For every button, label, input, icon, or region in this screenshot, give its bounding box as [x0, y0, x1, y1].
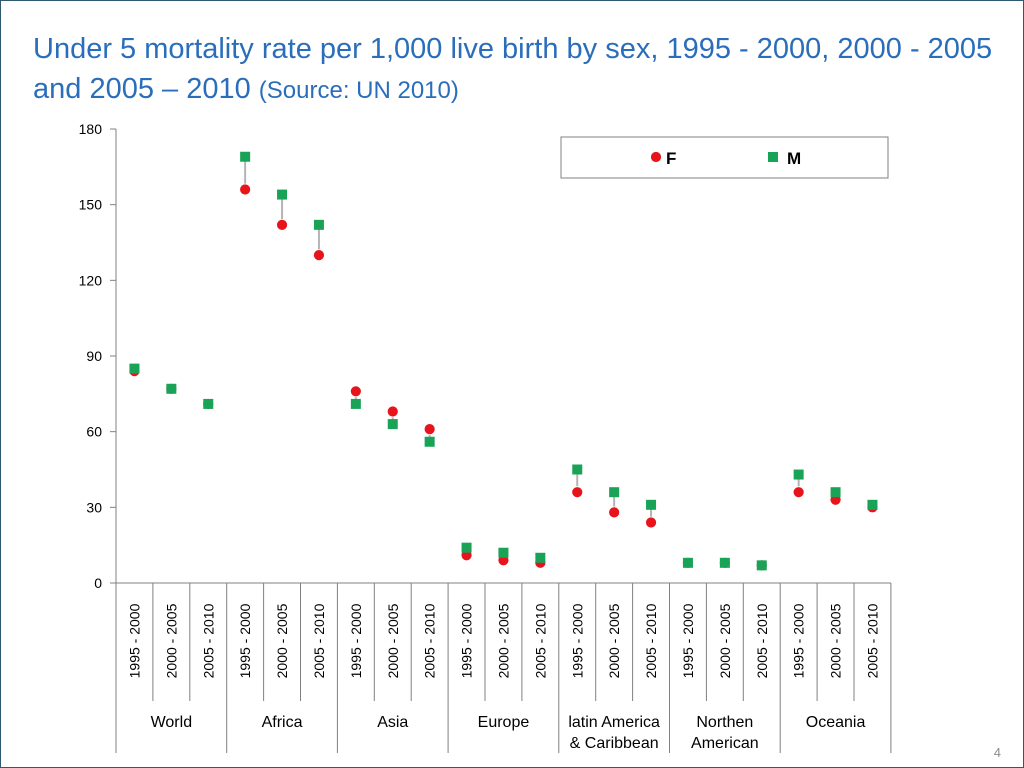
x-tick-label: 2005 - 2010: [311, 603, 327, 678]
x-tick-label: 2000 - 2005: [495, 603, 511, 678]
page-number: 4: [993, 745, 1001, 760]
data-point-male: [387, 419, 398, 430]
y-tick-label: 150: [79, 197, 103, 213]
legend-female-marker: [650, 151, 662, 163]
x-tick-label: 2000 - 2005: [385, 603, 401, 678]
data-point-male: [609, 487, 620, 498]
x-tick-label: 2000 - 2005: [828, 603, 844, 678]
data-point-male: [793, 469, 804, 480]
group-label: latin America: [568, 714, 660, 731]
x-tick-label: 2005 - 2010: [643, 603, 659, 678]
data-point-male: [424, 436, 435, 447]
y-tick-label: 60: [86, 424, 102, 440]
group-label: & Caribbean: [570, 735, 659, 752]
group-label: Asia: [377, 714, 408, 731]
y-tick-label: 120: [79, 272, 103, 288]
group-label: Oceania: [806, 714, 866, 731]
title-source: (Source: UN 2010): [258, 77, 459, 104]
x-tick-label: 1995 - 2000: [680, 603, 696, 678]
data-point-male: [756, 560, 767, 571]
data-point-female: [792, 486, 805, 499]
data-point-male: [350, 398, 361, 409]
data-point-male: [498, 547, 509, 558]
legend-male-label: M: [787, 149, 801, 168]
data-point-male: [277, 189, 288, 200]
x-tick-label: 2005 - 2010: [200, 603, 216, 678]
y-tick-label: 0: [94, 575, 102, 591]
data-point-male: [572, 464, 583, 475]
x-tick-label: 2000 - 2005: [606, 603, 622, 678]
data-point-male: [240, 151, 251, 162]
x-tick-label: 2000 - 2005: [274, 603, 290, 678]
title-main: Under 5 mortality rate per 1,000 live bi…: [33, 33, 993, 105]
data-point-female: [423, 423, 436, 436]
x-tick-label: 1995 - 2000: [791, 603, 807, 678]
data-point-male: [461, 542, 472, 553]
group-label: Northen: [696, 714, 753, 731]
x-tick-label: 1995 - 2000: [237, 603, 253, 678]
group-label: Africa: [262, 714, 303, 731]
x-tick-label: 2005 - 2010: [864, 603, 880, 678]
y-tick-label: 30: [86, 499, 102, 515]
data-point-male: [535, 552, 546, 563]
data-point-female: [349, 385, 362, 398]
legend-female-label: F: [666, 149, 676, 168]
x-tick-label: 1995 - 2000: [569, 603, 585, 678]
x-tick-label: 2005 - 2010: [532, 603, 548, 678]
legend: [560, 136, 889, 179]
group-label: American: [691, 735, 759, 752]
x-tick-label: 2005 - 2010: [754, 603, 770, 678]
data-point-male: [313, 219, 324, 230]
data-point-female: [608, 506, 621, 519]
data-point-female: [239, 183, 252, 196]
slide-title: Under 5 mortality rate per 1,000 live bi…: [33, 29, 993, 111]
data-point-female: [645, 516, 657, 529]
x-tick-label: 2005 - 2010: [422, 603, 438, 678]
legend-male-marker: [768, 152, 778, 162]
group-label: Europe: [478, 714, 530, 731]
x-tick-label: 2000 - 2005: [717, 603, 733, 678]
data-point-male: [646, 499, 657, 510]
data-point-female: [571, 486, 584, 499]
data-point-female: [276, 218, 288, 231]
x-tick-label: 2000 - 2005: [163, 603, 179, 678]
data-point-male: [203, 398, 214, 409]
data-point-female: [386, 405, 399, 418]
data-point-male: [682, 557, 693, 568]
data-point-male: [719, 557, 730, 568]
data-point-male: [166, 383, 177, 394]
data-point-male: [867, 499, 878, 510]
y-tick-label: 90: [86, 348, 102, 364]
x-tick-label: 1995 - 2000: [126, 603, 142, 678]
x-tick-label: 1995 - 2000: [459, 603, 475, 678]
data-point-male: [129, 363, 140, 374]
group-label: World: [151, 714, 193, 731]
x-tick-label: 1995 - 2000: [348, 603, 364, 678]
y-tick-label: 180: [79, 121, 103, 137]
data-point-female: [313, 249, 325, 262]
data-point-male: [830, 487, 841, 498]
